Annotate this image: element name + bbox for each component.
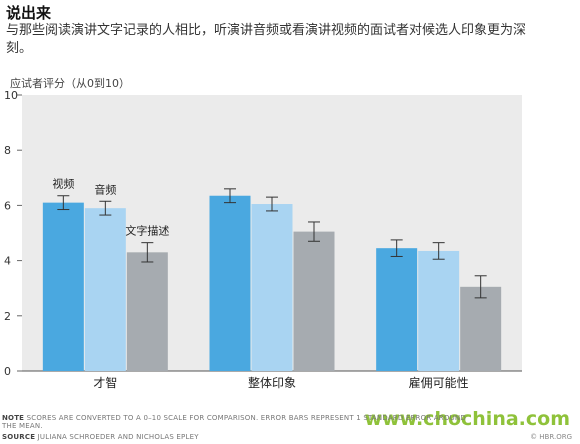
bar-2-1 <box>209 195 251 371</box>
category-label: 雇佣可能性 <box>409 375 469 390</box>
bar-1-3 <box>126 252 168 371</box>
bar-1-1 <box>42 202 84 371</box>
category-label: 整体印象 <box>248 375 296 390</box>
y-tick-label: 10 <box>4 89 18 102</box>
y-tick-label: 2 <box>4 310 11 323</box>
chart-subtitle: 与那些阅读演讲文字记录的人相比，听演讲音频或看演讲视频的面试者对候选人印象更为深… <box>6 23 527 56</box>
y-axis-label: 应试者评分（从0到10） <box>10 77 130 90</box>
bar-3-3 <box>460 286 502 371</box>
credit: © HBR.ORG <box>530 433 572 441</box>
y-tick-label: 0 <box>4 365 11 378</box>
watermark: www.chochina.com <box>364 408 570 430</box>
bar-3-2 <box>418 250 460 371</box>
note-label: NOTE <box>2 414 25 422</box>
note-text: SCORES ARE CONVERTED TO A 0–10 SCALE FOR… <box>2 414 466 430</box>
bar-2-2 <box>251 204 293 371</box>
y-tick-label: 4 <box>4 255 11 268</box>
y-tick-label: 8 <box>4 144 11 157</box>
chart-note: NOTE SCORES ARE CONVERTED TO A 0–10 SCAL… <box>2 414 472 430</box>
bar-1-2 <box>84 208 126 371</box>
series-label: 音频 <box>94 182 116 196</box>
bar-2-3 <box>293 231 335 371</box>
series-label: 文字描述 <box>125 224 169 238</box>
source-text: JULIANA SCHROEDER AND NICHOLAS EPLEY <box>37 433 199 441</box>
y-tick-label: 6 <box>4 199 11 212</box>
bar-3-1 <box>376 248 418 371</box>
series-label: 视频 <box>52 177 74 191</box>
chart-source: SOURCE JULIANA SCHROEDER AND NICHOLAS EP… <box>2 433 199 441</box>
chart-title: 说出来 <box>6 4 52 22</box>
category-label: 才智 <box>93 375 117 390</box>
source-label: SOURCE <box>2 433 36 441</box>
